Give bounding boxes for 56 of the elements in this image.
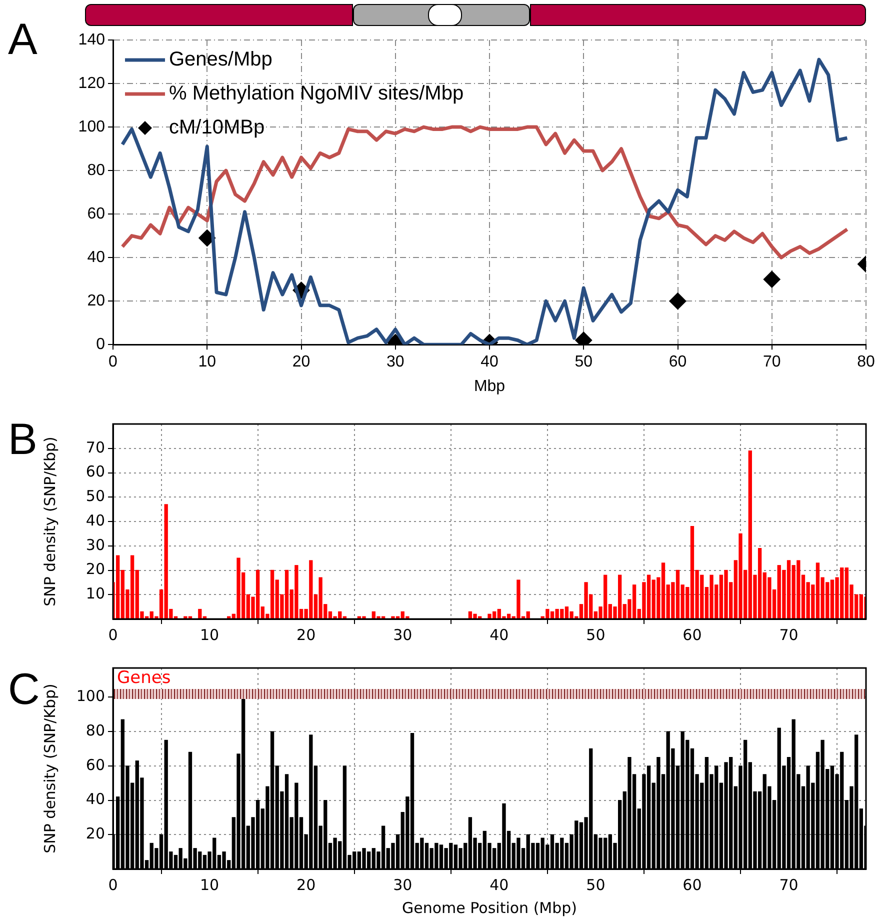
- y-tick-label: 80: [87, 162, 106, 179]
- y-axis-title: SNP density (SNP/Kbp): [40, 436, 59, 606]
- y-tick-label: 20: [86, 560, 105, 578]
- y-tick-label: 120: [78, 74, 106, 92]
- y-tick-label: 60: [86, 462, 105, 481]
- y-tick-label: 10: [86, 584, 105, 603]
- x-tick-label: 60: [682, 626, 702, 644]
- y-tick-label: 20: [86, 824, 105, 843]
- y-tick-label: 100: [78, 118, 106, 136]
- x-tick-label: 20: [296, 876, 316, 894]
- y-tick-label: 0: [96, 336, 106, 354]
- y-axis-title: SNP density (SNP/Kbp): [40, 684, 59, 854]
- x-tick-label: 30: [393, 876, 412, 894]
- legend-label: % Methylation NgoMIV sites/Mbp: [169, 82, 464, 105]
- x-tick-label: 30: [386, 354, 404, 371]
- y-tick-label: 50: [86, 487, 105, 506]
- x-tick-label: 70: [762, 354, 781, 371]
- text: B: [8, 415, 38, 464]
- x-tick-label: 50: [586, 626, 606, 644]
- x-axis-title: Genome Position (Mbp): [402, 898, 578, 917]
- x-tick-label: 60: [668, 354, 687, 371]
- x-tick-label: 20: [296, 626, 316, 644]
- y-tick-label: 40: [86, 511, 105, 530]
- x-tick-label: 40: [490, 626, 509, 644]
- y-tick-label: 80: [86, 721, 105, 740]
- y-tick-label: 60: [86, 756, 105, 774]
- x-tick-label: 0: [108, 354, 118, 371]
- legend-label: Genes/Mbp: [169, 48, 272, 71]
- x-tick-label: 10: [200, 626, 220, 644]
- annotation: Genes: [117, 668, 171, 688]
- x-tick-label: 70: [779, 876, 798, 894]
- x-tick-label: 80: [857, 354, 875, 371]
- x-tick-label: 50: [586, 876, 606, 894]
- x-tick-label: 60: [682, 876, 702, 894]
- x-tick-label: 30: [393, 626, 412, 644]
- text: A: [8, 15, 38, 64]
- legend-label: cM/10MBp: [169, 116, 265, 139]
- x-tick-label: 40: [480, 354, 498, 371]
- y-tick-label: 20: [87, 292, 106, 310]
- x-tick-label: 50: [574, 354, 593, 371]
- y-tick-label: 100: [76, 687, 105, 706]
- x-tick-label: 0: [108, 626, 118, 644]
- x-axis-title: Mbp: [474, 378, 506, 395]
- x-tick-label: 10: [200, 876, 220, 894]
- x-tick-label: 70: [779, 626, 798, 644]
- y-tick-label: 70: [86, 438, 105, 456]
- x-tick-label: 40: [490, 876, 509, 894]
- y-tick-label: 40: [86, 790, 105, 808]
- text: C: [8, 665, 40, 714]
- y-tick-label: 140: [78, 31, 106, 48]
- x-tick-label: 0: [108, 876, 118, 894]
- y-tick-label: 40: [87, 248, 106, 266]
- y-tick-label: 60: [87, 205, 106, 222]
- x-tick-label: 20: [292, 354, 310, 371]
- y-tick-label: 30: [86, 536, 105, 554]
- x-tick-label: 10: [198, 354, 216, 371]
